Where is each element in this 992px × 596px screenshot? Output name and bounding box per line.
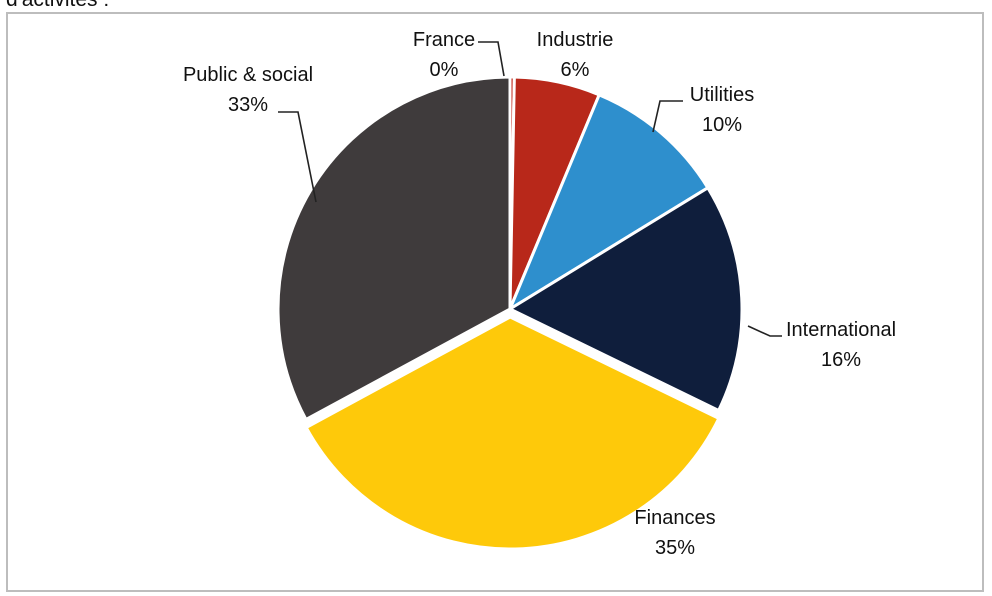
slice-label-finances: Finances [634,507,715,529]
chart-caption: d'activités : [6,0,109,12]
slice-label-public-social: Public & social [183,64,313,86]
slice-label-france: France [413,29,475,51]
slice-label-international: International [786,319,896,341]
leader-line-utilities [652,100,683,133]
slice-labels: France 0% Industrie 6% Utilities 10% Internati… [183,29,896,559]
leader-lines [278,41,782,337]
slice-value-international: 16% [821,349,861,371]
slice-label-industrie: Industrie [537,29,614,51]
pie-chart: France 0% Industrie 6% Utilities 10% Internati… [183,29,896,559]
slice-value-utilities: 10% [702,114,742,136]
leader-line-france [478,41,505,77]
slice-value-finances: 35% [655,537,695,559]
slice-label-utilities: Utilities [690,84,754,106]
pie-slice-utilities [506,92,710,313]
slice-value-industrie: 6% [561,59,590,81]
leader-line-international [747,325,782,337]
pie-slice-finances [304,315,721,551]
pie-slice-international [506,185,744,413]
slice-value-france: 0% [430,59,459,81]
pie-slice-public-social [276,75,512,422]
pie-slices [276,75,744,551]
leader-line-public-social [278,111,317,203]
chart-frame: France 0% Industrie 6% Utilities 10% Internati… [6,12,984,592]
slice-value-public-social: 33% [228,94,268,116]
